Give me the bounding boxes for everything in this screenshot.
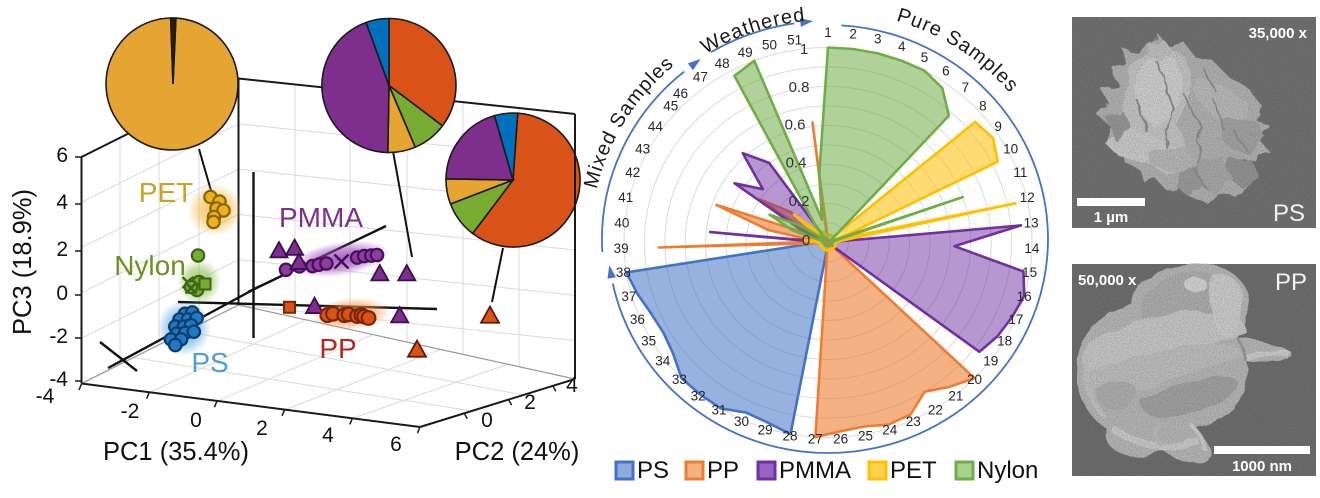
- svg-text:32: 32: [691, 389, 706, 404]
- svg-text:41: 41: [618, 190, 633, 205]
- svg-text:4: 4: [898, 39, 906, 54]
- svg-text:45: 45: [663, 98, 678, 113]
- svg-text:-2: -2: [49, 325, 68, 348]
- svg-text:10: 10: [1003, 141, 1018, 156]
- svg-text:PS: PS: [191, 347, 228, 378]
- svg-text:PP: PP: [1275, 269, 1307, 296]
- svg-text:17: 17: [1008, 312, 1023, 327]
- svg-text:36: 36: [630, 312, 645, 327]
- svg-text:4: 4: [322, 424, 334, 447]
- svg-text:-4: -4: [49, 368, 68, 391]
- svg-text:PET: PET: [139, 177, 193, 208]
- svg-text:PET: PET: [890, 457, 937, 484]
- svg-text:19: 19: [983, 354, 998, 369]
- svg-text:1: 1: [800, 41, 808, 58]
- svg-text:-4: -4: [36, 385, 55, 408]
- svg-text:50: 50: [762, 37, 777, 52]
- svg-text:12: 12: [1020, 190, 1035, 205]
- svg-text:34: 34: [655, 354, 671, 369]
- svg-text:1: 1: [824, 25, 832, 40]
- svg-text:0: 0: [802, 232, 810, 249]
- svg-text:9: 9: [994, 119, 1002, 134]
- svg-text:0.2: 0.2: [789, 193, 810, 210]
- svg-text:2: 2: [524, 391, 536, 414]
- svg-text:3: 3: [874, 31, 882, 46]
- svg-text:0.8: 0.8: [789, 79, 810, 96]
- svg-text:33: 33: [672, 372, 687, 387]
- svg-text:7: 7: [962, 80, 970, 95]
- svg-text:4: 4: [566, 374, 578, 397]
- svg-text:48: 48: [715, 56, 730, 71]
- svg-text:47: 47: [693, 70, 708, 85]
- svg-text:13: 13: [1024, 216, 1039, 231]
- svg-text:49: 49: [738, 45, 753, 60]
- svg-text:0.6: 0.6: [785, 117, 806, 134]
- svg-text:PMMA: PMMA: [279, 202, 363, 233]
- svg-text:Nylon: Nylon: [114, 250, 186, 281]
- svg-text:6: 6: [390, 433, 402, 456]
- svg-text:25: 25: [858, 429, 873, 444]
- svg-text:6: 6: [942, 64, 950, 79]
- svg-text:38: 38: [616, 265, 631, 280]
- svg-text:1000 nm: 1000 nm: [1232, 458, 1292, 475]
- svg-text:8: 8: [979, 98, 987, 113]
- svg-text:50,000 x: 50,000 x: [1078, 272, 1137, 289]
- svg-text:14: 14: [1024, 241, 1040, 256]
- svg-text:2: 2: [849, 27, 857, 42]
- svg-text:0: 0: [56, 282, 68, 305]
- svg-text:1 µm: 1 µm: [1094, 209, 1129, 226]
- svg-text:5: 5: [921, 50, 929, 65]
- svg-text:2: 2: [256, 417, 268, 440]
- svg-text:35: 35: [641, 334, 656, 349]
- svg-text:39: 39: [614, 241, 629, 256]
- svg-text:6: 6: [56, 144, 68, 167]
- svg-text:PC3 (18.9%): PC3 (18.9%): [9, 189, 37, 335]
- svg-text:28: 28: [782, 429, 797, 444]
- svg-text:43: 43: [635, 141, 650, 156]
- svg-text:22: 22: [928, 403, 943, 418]
- svg-text:4: 4: [56, 191, 68, 214]
- svg-text:Nylon: Nylon: [977, 457, 1038, 484]
- svg-text:37: 37: [621, 289, 636, 304]
- svg-text:44: 44: [648, 119, 664, 134]
- svg-text:15: 15: [1022, 265, 1037, 280]
- svg-text:20: 20: [967, 372, 982, 387]
- svg-text:26: 26: [833, 432, 848, 447]
- svg-text:PS: PS: [637, 457, 669, 484]
- svg-text:PS: PS: [1273, 200, 1305, 227]
- svg-text:PP: PP: [707, 457, 739, 484]
- svg-text:PC2 (24%): PC2 (24%): [455, 438, 580, 466]
- svg-text:21: 21: [948, 389, 963, 404]
- svg-text:31: 31: [711, 403, 726, 418]
- svg-text:0.4: 0.4: [786, 155, 807, 172]
- svg-text:PC1 (35.4%): PC1 (35.4%): [103, 438, 249, 466]
- svg-text:PP: PP: [319, 333, 356, 364]
- svg-text:-2: -2: [121, 400, 140, 423]
- svg-text:42: 42: [625, 165, 640, 180]
- svg-text:35,000 x: 35,000 x: [1249, 25, 1308, 42]
- svg-text:18: 18: [997, 334, 1012, 349]
- svg-text:29: 29: [758, 423, 773, 438]
- svg-text:30: 30: [734, 414, 749, 429]
- svg-text:24: 24: [882, 423, 898, 438]
- svg-text:16: 16: [1017, 289, 1032, 304]
- svg-text:40: 40: [614, 216, 629, 231]
- svg-text:51: 51: [787, 33, 802, 48]
- svg-text:23: 23: [906, 414, 921, 429]
- svg-text:46: 46: [673, 86, 688, 101]
- svg-text:0: 0: [481, 409, 493, 432]
- svg-text:11: 11: [1013, 165, 1027, 180]
- svg-text:27: 27: [808, 432, 823, 447]
- svg-text:PMMA: PMMA: [779, 457, 851, 484]
- svg-text:2: 2: [56, 238, 68, 261]
- svg-text:0: 0: [190, 409, 202, 432]
